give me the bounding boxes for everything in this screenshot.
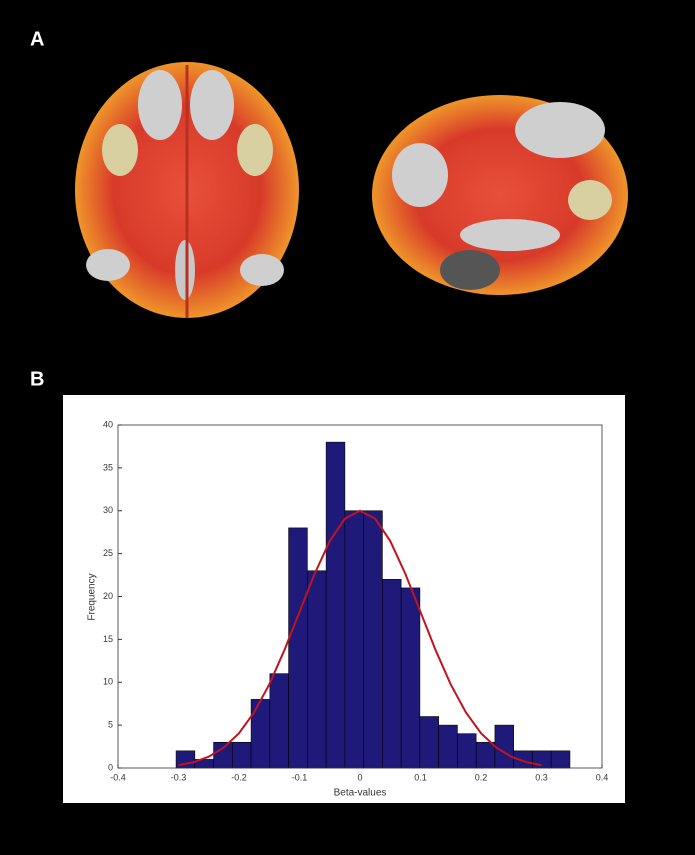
y-tick-label: 20: [103, 591, 113, 601]
x-tick-label: -0.3: [171, 772, 187, 782]
fit-curve: [178, 509, 542, 767]
y-axis-label: Frequency: [87, 573, 98, 620]
bar: [288, 527, 308, 769]
y-tick-label: 40: [103, 419, 113, 429]
y-tick-label: 10: [103, 677, 113, 687]
bar: [438, 724, 458, 769]
bar: [382, 579, 402, 769]
x-axis-label: Beta-values: [334, 788, 387, 799]
bar: [494, 724, 514, 769]
y-tick-label: 35: [103, 462, 113, 472]
bar: [457, 733, 477, 769]
bar: [400, 587, 421, 769]
bar: [307, 570, 327, 769]
bar: [344, 510, 364, 769]
plot-frame: [117, 424, 603, 769]
y-tick-label: 25: [103, 548, 113, 558]
x-tick-label: 0.3: [535, 772, 548, 782]
panel-label: A: [30, 28, 44, 50]
y-tick-label: 5: [108, 720, 113, 730]
bar: [232, 741, 252, 769]
x-tick-label: -0.1: [292, 772, 308, 782]
brain-top-view: [75, 62, 299, 318]
panel-label: B: [30, 368, 44, 390]
bar: [213, 741, 233, 769]
bar: [250, 699, 271, 769]
bar: [325, 441, 346, 769]
bar: [475, 741, 496, 769]
x-tick-label: 0.4: [596, 772, 609, 782]
bar: [419, 716, 439, 769]
x-tick-label: 0.1: [414, 772, 427, 782]
bar: [550, 750, 571, 769]
x-tick-label: -0.4: [110, 772, 126, 782]
bar: [532, 750, 552, 769]
bar: [363, 510, 383, 769]
brain-side-view: [372, 95, 628, 295]
bar: [269, 673, 289, 769]
x-tick-label: 0: [357, 772, 362, 782]
y-tick-label: 15: [103, 634, 113, 644]
y-tick-label: 30: [103, 505, 113, 515]
x-tick-label: 0.2: [475, 772, 488, 782]
x-tick-label: -0.2: [231, 772, 247, 782]
y-tick-label: 0: [108, 762, 113, 772]
